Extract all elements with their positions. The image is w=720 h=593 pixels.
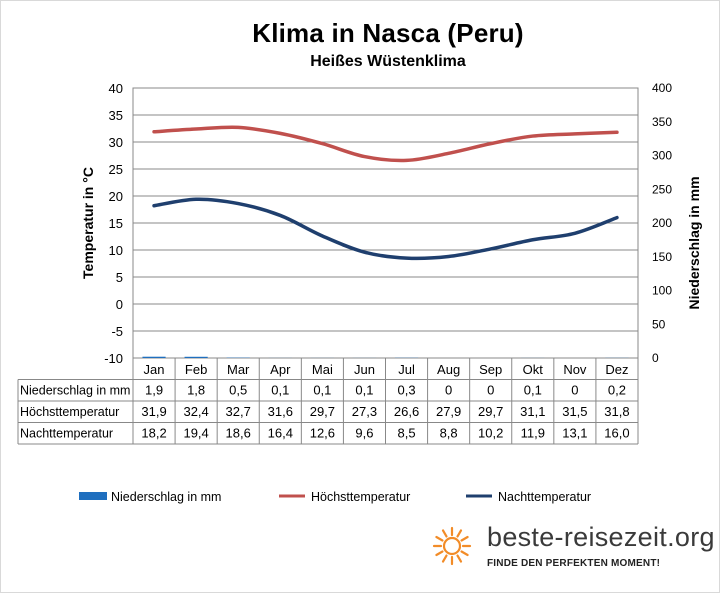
precipitation-bar <box>142 356 166 358</box>
y-left-axis-title: Temperatur in °C <box>80 167 96 279</box>
table-cell: 31,5 <box>562 404 587 419</box>
table-cell: 8,8 <box>440 426 458 441</box>
sun-ray <box>441 554 448 563</box>
y-left-tick-label: -10 <box>104 351 123 366</box>
chart-title: Klima in Nasca (Peru) <box>252 18 524 48</box>
x-category-label: Apr <box>270 362 291 377</box>
y-right-tick-label: 300 <box>652 149 672 163</box>
table-cell: 0 <box>445 383 452 398</box>
table-cell: 8,5 <box>398 426 416 441</box>
table-cell: 13,1 <box>562 426 587 441</box>
y-right-axis-title: Niederschlag in mm <box>686 176 702 309</box>
sun-ray <box>460 535 469 542</box>
table-cell: 1,9 <box>145 383 163 398</box>
y-left-tick-label: 5 <box>116 270 123 285</box>
y-left-tick-label: 20 <box>109 189 123 204</box>
x-category-label: Dez <box>605 362 628 377</box>
sun-ray <box>460 550 469 557</box>
sun-ray <box>435 535 444 542</box>
sun-ray <box>456 529 463 538</box>
table-row-label: Niederschlag in mm <box>20 384 130 398</box>
table-cell: 0,1 <box>355 383 373 398</box>
y-right-tick-label: 0 <box>652 351 659 365</box>
y-right-tick-label: 150 <box>652 250 672 264</box>
table-cell: 32,4 <box>183 404 208 419</box>
sun-ray <box>435 550 444 557</box>
night-temperature-line <box>152 197 619 261</box>
site-tagline: FINDE DEN PERFEKTEN MOMENT! <box>487 558 661 569</box>
x-category-label: Aug <box>437 362 460 377</box>
y-right-tick-label: 250 <box>652 182 672 196</box>
x-category-label: Nov <box>563 362 587 377</box>
y-right-tick-label: 400 <box>652 81 672 95</box>
table-cell: 31,9 <box>141 404 166 419</box>
table-cell: 1,8 <box>187 383 205 398</box>
sun-icon <box>432 526 472 566</box>
table-cell: 31,1 <box>520 404 545 419</box>
table-cell: 9,6 <box>355 426 373 441</box>
y-left-tick-label: 30 <box>109 135 123 150</box>
y-left-tick-label: 35 <box>109 108 123 123</box>
x-category-label: Jan <box>144 362 165 377</box>
chart-subtitle: Heißes Wüstenklima <box>310 53 466 70</box>
x-category-label: Jul <box>398 362 415 377</box>
table-row-label: Höchsttemperatur <box>20 405 119 419</box>
y-left-tick-label: 15 <box>109 216 123 231</box>
table-cell: 0,1 <box>524 383 542 398</box>
sun-ray <box>441 529 448 538</box>
table-cell: 0,1 <box>313 383 331 398</box>
legend-precipitation-label: Niederschlag in mm <box>111 490 221 504</box>
table-cell: 29,7 <box>310 404 335 419</box>
max-temperature-line <box>152 125 619 163</box>
y-right-tick-label: 100 <box>652 284 672 298</box>
x-category-label: Feb <box>185 362 207 377</box>
table-cell: 18,2 <box>141 426 166 441</box>
legend-precipitation-swatch <box>79 492 107 500</box>
table-cell: 32,7 <box>226 404 251 419</box>
table-cell: 0 <box>571 383 578 398</box>
table-cell: 0,1 <box>271 383 289 398</box>
table-cell: 18,6 <box>226 426 251 441</box>
table-cell: 31,6 <box>268 404 293 419</box>
table-cell: 0,3 <box>398 383 416 398</box>
legend-max-temperature-label: Höchsttemperatur <box>311 490 410 504</box>
y-left-tick-label: -5 <box>111 324 123 339</box>
x-category-label: Jun <box>354 362 375 377</box>
table-cell: 19,4 <box>183 426 208 441</box>
table-cell: 26,6 <box>394 404 419 419</box>
x-category-label: Okt <box>523 362 544 377</box>
table-cell: 31,8 <box>604 404 629 419</box>
precipitation-bar <box>184 356 208 358</box>
y-right-tick-label: 350 <box>652 115 672 129</box>
legend-night-temperature-label: Nachttemperatur <box>498 490 591 504</box>
table-cell: 12,6 <box>310 426 335 441</box>
table-cell: 27,9 <box>436 404 461 419</box>
y-right-tick-label: 200 <box>652 216 672 230</box>
site-logo[interactable]: beste-reisezeit.org FINDE DEN PERFEKTEN … <box>430 522 720 582</box>
site-name: beste-reisezeit.org <box>487 522 715 552</box>
table-cell: 16,0 <box>604 426 629 441</box>
y-left-tick-label: 10 <box>109 243 123 258</box>
x-category-label: Sep <box>479 362 502 377</box>
sun-disc <box>442 536 462 556</box>
table-cell: 0 <box>487 383 494 398</box>
table-cell: 11,9 <box>521 426 545 441</box>
table-cell: 29,7 <box>478 404 503 419</box>
table-cell: 27,3 <box>352 404 377 419</box>
x-category-label: Mar <box>227 362 250 377</box>
y-left-tick-label: 25 <box>109 162 123 177</box>
y-left-tick-label: 0 <box>116 297 123 312</box>
table-row-label: Nachttemperatur <box>20 427 113 441</box>
x-category-label: Mai <box>312 362 333 377</box>
table-cell: 16,4 <box>268 426 293 441</box>
table-cell: 0,2 <box>608 383 626 398</box>
table-cell: 0,5 <box>229 383 247 398</box>
sun-ray <box>456 554 463 563</box>
y-left-tick-label: 40 <box>109 81 123 96</box>
y-right-tick-label: 50 <box>652 317 666 331</box>
table-cell: 10,2 <box>478 426 503 441</box>
